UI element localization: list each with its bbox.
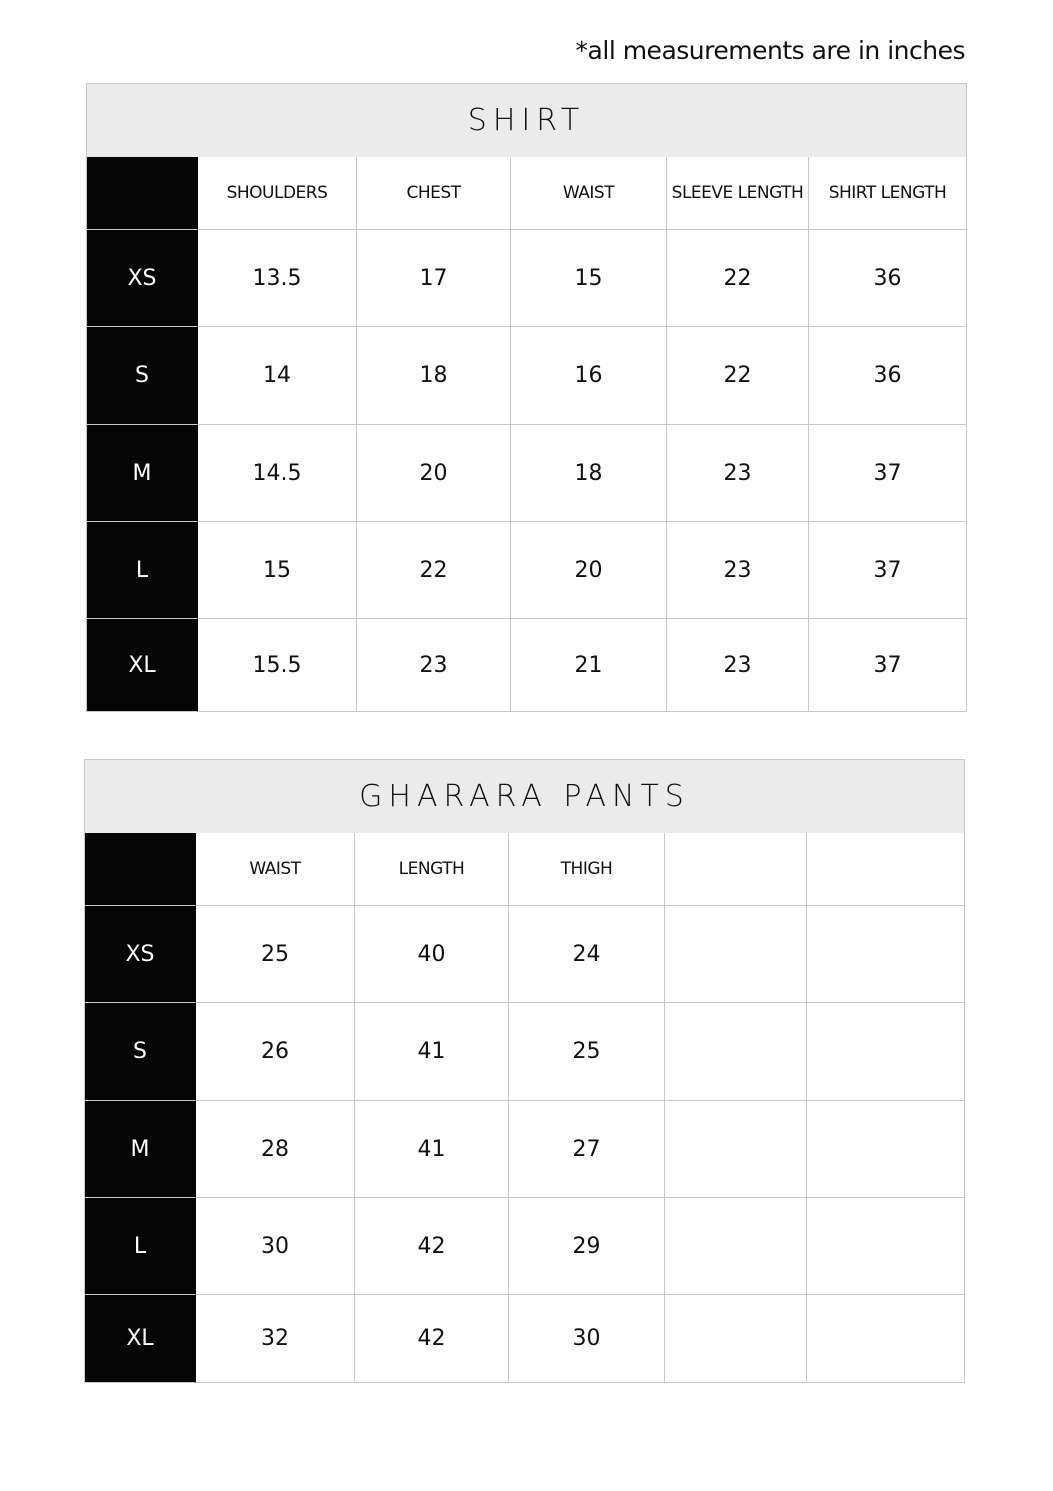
measurement-cell: 28 bbox=[196, 1101, 355, 1198]
size-label: S bbox=[87, 327, 198, 425]
measurement-cell: 20 bbox=[511, 522, 667, 619]
measurement-cell: 22 bbox=[667, 327, 809, 425]
column-header: SLEEVE LENGTH bbox=[667, 157, 809, 230]
measurement-cell bbox=[807, 906, 965, 1003]
measurement-cell: 15.5 bbox=[198, 619, 357, 712]
table-title: GHARARA PANTS bbox=[85, 759, 965, 833]
column-header: SHOULDERS bbox=[198, 157, 357, 230]
size-label: XL bbox=[85, 1295, 196, 1383]
measurement-cell: 22 bbox=[357, 522, 511, 619]
size-label: XL bbox=[87, 619, 198, 712]
measurement-cell: 25 bbox=[196, 906, 355, 1003]
shirt-size-table: SHIRT SHOULDERS CHEST WAIST SLEEVE LENGTH SH… bbox=[86, 83, 967, 712]
measurement-cell bbox=[665, 1003, 807, 1101]
measurement-cell: 23 bbox=[357, 619, 511, 712]
column-header bbox=[665, 833, 807, 906]
size-label: M bbox=[85, 1101, 196, 1198]
measurement-cell bbox=[665, 1198, 807, 1295]
measurement-cell: 20 bbox=[357, 425, 511, 522]
column-header: CHEST bbox=[357, 157, 511, 230]
table-title: SHIRT bbox=[87, 83, 967, 157]
measurement-cell bbox=[665, 906, 807, 1003]
table-grid: WAIST LENGTH THIGH XS 25 40 24 S 26 41 25 M 28 41 27 L 3… bbox=[85, 833, 965, 1383]
measurement-cell: 27 bbox=[509, 1101, 665, 1198]
measurement-cell: 14.5 bbox=[198, 425, 357, 522]
measurement-cell: 14 bbox=[198, 327, 357, 425]
measurement-cell bbox=[807, 1198, 965, 1295]
column-header: WAIST bbox=[196, 833, 355, 906]
gharara-pants-size-table: GHARARA PANTS WAIST LENGTH THIGH XS 25 40 24 S 2… bbox=[84, 759, 965, 1383]
measurement-cell bbox=[665, 1101, 807, 1198]
size-label: L bbox=[85, 1198, 196, 1295]
measurement-cell: 26 bbox=[196, 1003, 355, 1101]
size-label: XS bbox=[85, 906, 196, 1003]
measurement-cell: 23 bbox=[667, 522, 809, 619]
measurement-cell: 41 bbox=[355, 1003, 509, 1101]
column-header: WAIST bbox=[511, 157, 667, 230]
measurement-cell: 36 bbox=[809, 327, 967, 425]
measurement-cell: 32 bbox=[196, 1295, 355, 1383]
measurement-cell: 37 bbox=[809, 619, 967, 712]
measurement-cell bbox=[807, 1101, 965, 1198]
size-label: S bbox=[85, 1003, 196, 1101]
measurement-cell: 40 bbox=[355, 906, 509, 1003]
measurement-cell: 23 bbox=[667, 619, 809, 712]
measurement-cell: 15 bbox=[198, 522, 357, 619]
size-label: M bbox=[87, 425, 198, 522]
column-header: THIGH bbox=[509, 833, 665, 906]
measurement-cell: 37 bbox=[809, 522, 967, 619]
measurement-cell: 25 bbox=[509, 1003, 665, 1101]
measurement-cell: 37 bbox=[809, 425, 967, 522]
measurement-cell: 22 bbox=[667, 230, 809, 327]
column-header: SHIRT LENGTH bbox=[809, 157, 967, 230]
measurement-cell: 36 bbox=[809, 230, 967, 327]
measurement-cell: 41 bbox=[355, 1101, 509, 1198]
measurement-cell: 42 bbox=[355, 1295, 509, 1383]
measurement-cell: 13.5 bbox=[198, 230, 357, 327]
size-label: L bbox=[87, 522, 198, 619]
measurement-cell: 29 bbox=[509, 1198, 665, 1295]
measurement-cell: 30 bbox=[509, 1295, 665, 1383]
header-corner bbox=[87, 157, 198, 230]
table-grid: SHOULDERS CHEST WAIST SLEEVE LENGTH SHIRT LE… bbox=[87, 157, 967, 712]
size-label: XS bbox=[87, 230, 198, 327]
column-header: LENGTH bbox=[355, 833, 509, 906]
measurement-cell: 17 bbox=[357, 230, 511, 327]
column-header bbox=[807, 833, 965, 906]
measurement-cell: 30 bbox=[196, 1198, 355, 1295]
measurement-cell: 21 bbox=[511, 619, 667, 712]
measurement-cell: 16 bbox=[511, 327, 667, 425]
measurement-cell: 23 bbox=[667, 425, 809, 522]
measurement-cell bbox=[665, 1295, 807, 1383]
measurement-note: *all measurements are in inches bbox=[575, 36, 966, 65]
measurement-cell: 18 bbox=[511, 425, 667, 522]
measurement-cell: 18 bbox=[357, 327, 511, 425]
measurement-cell: 42 bbox=[355, 1198, 509, 1295]
measurement-cell bbox=[807, 1003, 965, 1101]
measurement-cell: 24 bbox=[509, 906, 665, 1003]
measurement-cell bbox=[807, 1295, 965, 1383]
header-corner bbox=[85, 833, 196, 906]
measurement-cell: 15 bbox=[511, 230, 667, 327]
